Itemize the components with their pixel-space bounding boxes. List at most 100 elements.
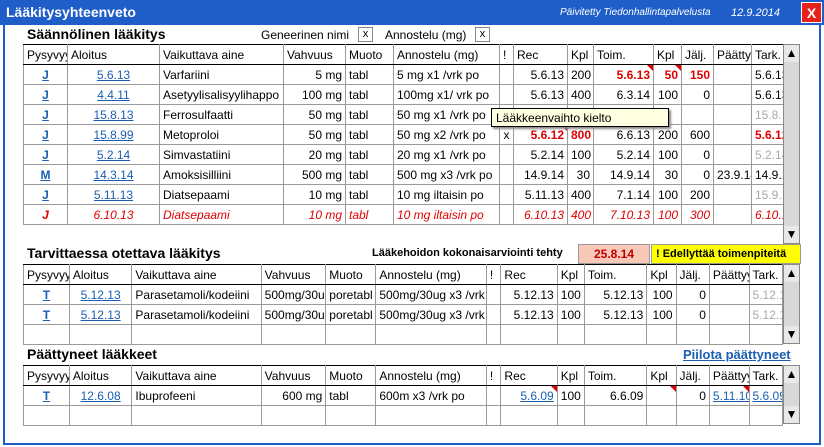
- checked-date-cell: 5.12.13: [748, 304, 784, 325]
- dosage-toggle[interactable]: x: [475, 27, 490, 42]
- form-cell: tabl: [345, 124, 394, 145]
- permanence-cell[interactable]: T: [23, 304, 70, 325]
- permanence-cell[interactable]: T: [23, 385, 70, 406]
- prescription-date-cell: 5.6.13: [513, 64, 568, 85]
- column-header-warning: !: [499, 44, 514, 65]
- column-header-end-date: Päättyy: [708, 264, 750, 285]
- start-date-cell[interactable]: 5.11.13: [67, 184, 160, 205]
- generic-name-toggle[interactable]: x: [358, 27, 373, 42]
- prescription-date-cell: 14.9.14: [513, 164, 568, 185]
- empty-cell: [23, 405, 70, 426]
- ended-scrollbar[interactable]: ▲ ▼: [783, 365, 800, 424]
- empty-cell: [260, 405, 327, 426]
- start-date-cell[interactable]: 5.2.14: [67, 144, 160, 165]
- permanence-cell[interactable]: T: [23, 284, 70, 305]
- empty-cell: [556, 405, 585, 426]
- warning-cell: [499, 64, 514, 85]
- table-row[interactable]: M 14.3.14 Amoksisilliini 500 mg tabl 500 mg x…: [23, 164, 784, 185]
- strength-cell: 500 mg: [283, 164, 346, 185]
- table-row[interactable]: J 5.11.13 Diatsepaami 10 mg tabl 10 mg iltais…: [23, 184, 784, 205]
- end-date-cell[interactable]: 5.11.10: [708, 385, 750, 406]
- permanence-cell[interactable]: J: [23, 104, 68, 125]
- action-required-badge[interactable]: ! Edellyttää toimenpiteitä: [651, 244, 801, 264]
- checked-date-cell: 5.12.13: [748, 284, 784, 305]
- close-button[interactable]: X: [801, 2, 822, 23]
- dosage-cell: 20 mg x1 /vrk po: [393, 144, 500, 165]
- prescription-date-cell[interactable]: 5.6.09: [500, 385, 558, 406]
- remaining-cell: 150: [681, 64, 714, 85]
- prescription-qty-cell: 30: [567, 164, 594, 185]
- dispensed-date-cell: 6.3.14: [593, 84, 654, 105]
- table-row[interactable]: J 15.8.13 Ferrosulfaatti 50 mg tabl 50 mg x1 …: [23, 104, 784, 125]
- start-date-cell[interactable]: 14.3.14: [67, 164, 160, 185]
- substance-cell: Diatsepaami: [159, 204, 284, 225]
- column-header-strength: Vahvuus: [260, 264, 327, 285]
- warning-cell: x: [499, 124, 514, 145]
- scroll-down-icon[interactable]: ▼: [784, 326, 799, 343]
- end-date-cell: [708, 304, 750, 325]
- start-date-cell[interactable]: 15.8.99: [67, 124, 160, 145]
- dispensed-qty-cell: 100: [646, 284, 677, 305]
- remaining-cell: 0: [675, 385, 710, 406]
- column-header-dosage: Annostelu (mg): [375, 365, 487, 386]
- prescription-qty-cell: 100: [567, 144, 594, 165]
- form-cell: tabl: [325, 385, 377, 406]
- permanence-cell[interactable]: J: [23, 64, 68, 85]
- column-header-start-date: Aloitus: [67, 44, 160, 65]
- checked-date-cell[interactable]: 5.6.09: [748, 385, 784, 406]
- strength-cell: 10 mg: [283, 204, 346, 225]
- start-date-cell[interactable]: 5.12.13: [68, 304, 133, 325]
- table-row[interactable]: J 15.8.99 Metoproloi 50 mg tabl 50 mg x2 /vrk…: [23, 124, 784, 145]
- permanence-cell[interactable]: M: [23, 164, 68, 185]
- dispensed-date-cell: 5.12.13: [583, 304, 648, 325]
- strength-cell: 500mg/30ug: [260, 284, 327, 305]
- permanence-cell[interactable]: J: [23, 84, 68, 105]
- scroll-up-icon[interactable]: ▲: [784, 366, 799, 383]
- column-header-prescription-date: Rec: [513, 44, 568, 65]
- dosage-cell: 500mg/30ug x3 /vrk tarv: [375, 284, 487, 305]
- table-row[interactable]: T 5.12.13 Parasetamoli/kodeiini 500mg/30ug p…: [23, 284, 784, 305]
- column-header-substance: Vaikuttava aine: [159, 44, 284, 65]
- dispensed-date-cell: 7.1.14: [593, 184, 654, 205]
- start-date-cell[interactable]: 4.4.11: [67, 84, 160, 105]
- permanence-cell[interactable]: J: [23, 144, 68, 165]
- scroll-down-icon[interactable]: ▼: [784, 406, 799, 423]
- scroll-up-icon[interactable]: ▲: [784, 45, 799, 62]
- warning-cell: [485, 304, 502, 325]
- form-cell: tabl: [345, 204, 394, 225]
- column-header-prescription-qty: Kpl: [556, 365, 585, 386]
- scroll-up-icon[interactable]: ▲: [784, 265, 799, 282]
- column-header-start-date: Aloitus: [68, 264, 133, 285]
- permanence-cell[interactable]: J: [23, 184, 68, 205]
- prescription-date-cell: 5.12.13: [500, 304, 558, 325]
- start-date-cell[interactable]: 5.6.13: [67, 64, 160, 85]
- start-date-cell[interactable]: 5.12.13: [68, 284, 133, 305]
- hide-ended-link[interactable]: Piilota päättyneet: [683, 347, 791, 362]
- as-needed-scrollbar[interactable]: ▲ ▼: [783, 264, 800, 344]
- table-row[interactable]: T 12.6.08 Ibuprofeeni 600 mg tabl 600m x3 /vr…: [23, 385, 784, 406]
- table-row[interactable]: J 6.10.13 Diatsepaami 10 mg tabl 10 mg iltais…: [23, 204, 784, 225]
- start-date-cell[interactable]: 15.8.13: [67, 104, 160, 125]
- prescription-date-cell: 5.6.13: [513, 84, 568, 105]
- empty-cell: [500, 405, 558, 426]
- table-row[interactable]: T 5.12.13 Parasetamoli/kodeiini 500mg/30ug p…: [23, 304, 784, 325]
- start-date-cell[interactable]: 6.10.13: [67, 204, 160, 225]
- table-header-row: Pysyvyy Aloitus Vaikuttava aine Vahvuus Muot…: [23, 44, 784, 65]
- table-row[interactable]: J 5.6.13 Varfariini 5 mg tabl 5 mg x1 /vrk po…: [23, 64, 784, 85]
- scroll-down-icon[interactable]: ▼: [784, 226, 799, 243]
- column-header-permanence: Pysyvyy: [23, 365, 70, 386]
- end-date-cell: [713, 104, 752, 125]
- checked-date-cell: 15.8.13: [751, 104, 784, 125]
- permanence-cell[interactable]: J: [23, 204, 68, 225]
- start-date-cell[interactable]: 12.6.08: [68, 385, 133, 406]
- form-cell: tabl: [345, 184, 394, 205]
- assessment-label: Lääkehoidon kokonaisarviointi tehty: [372, 247, 563, 259]
- table-row[interactable]: J 4.4.11 Asetyylisalisyylihappo 100 mg tabl 1…: [23, 84, 784, 105]
- empty-cell: [485, 324, 502, 345]
- regular-scrollbar[interactable]: ▲ ▼: [783, 44, 800, 244]
- remaining-cell: 0: [681, 164, 714, 185]
- column-header-checked-date: Tark.: [748, 365, 784, 386]
- table-row[interactable]: J 5.2.14 Simvastatiini 20 mg tabl 20 mg x1 /v…: [23, 144, 784, 165]
- permanence-cell[interactable]: J: [23, 124, 68, 145]
- empty-cell: [646, 324, 677, 345]
